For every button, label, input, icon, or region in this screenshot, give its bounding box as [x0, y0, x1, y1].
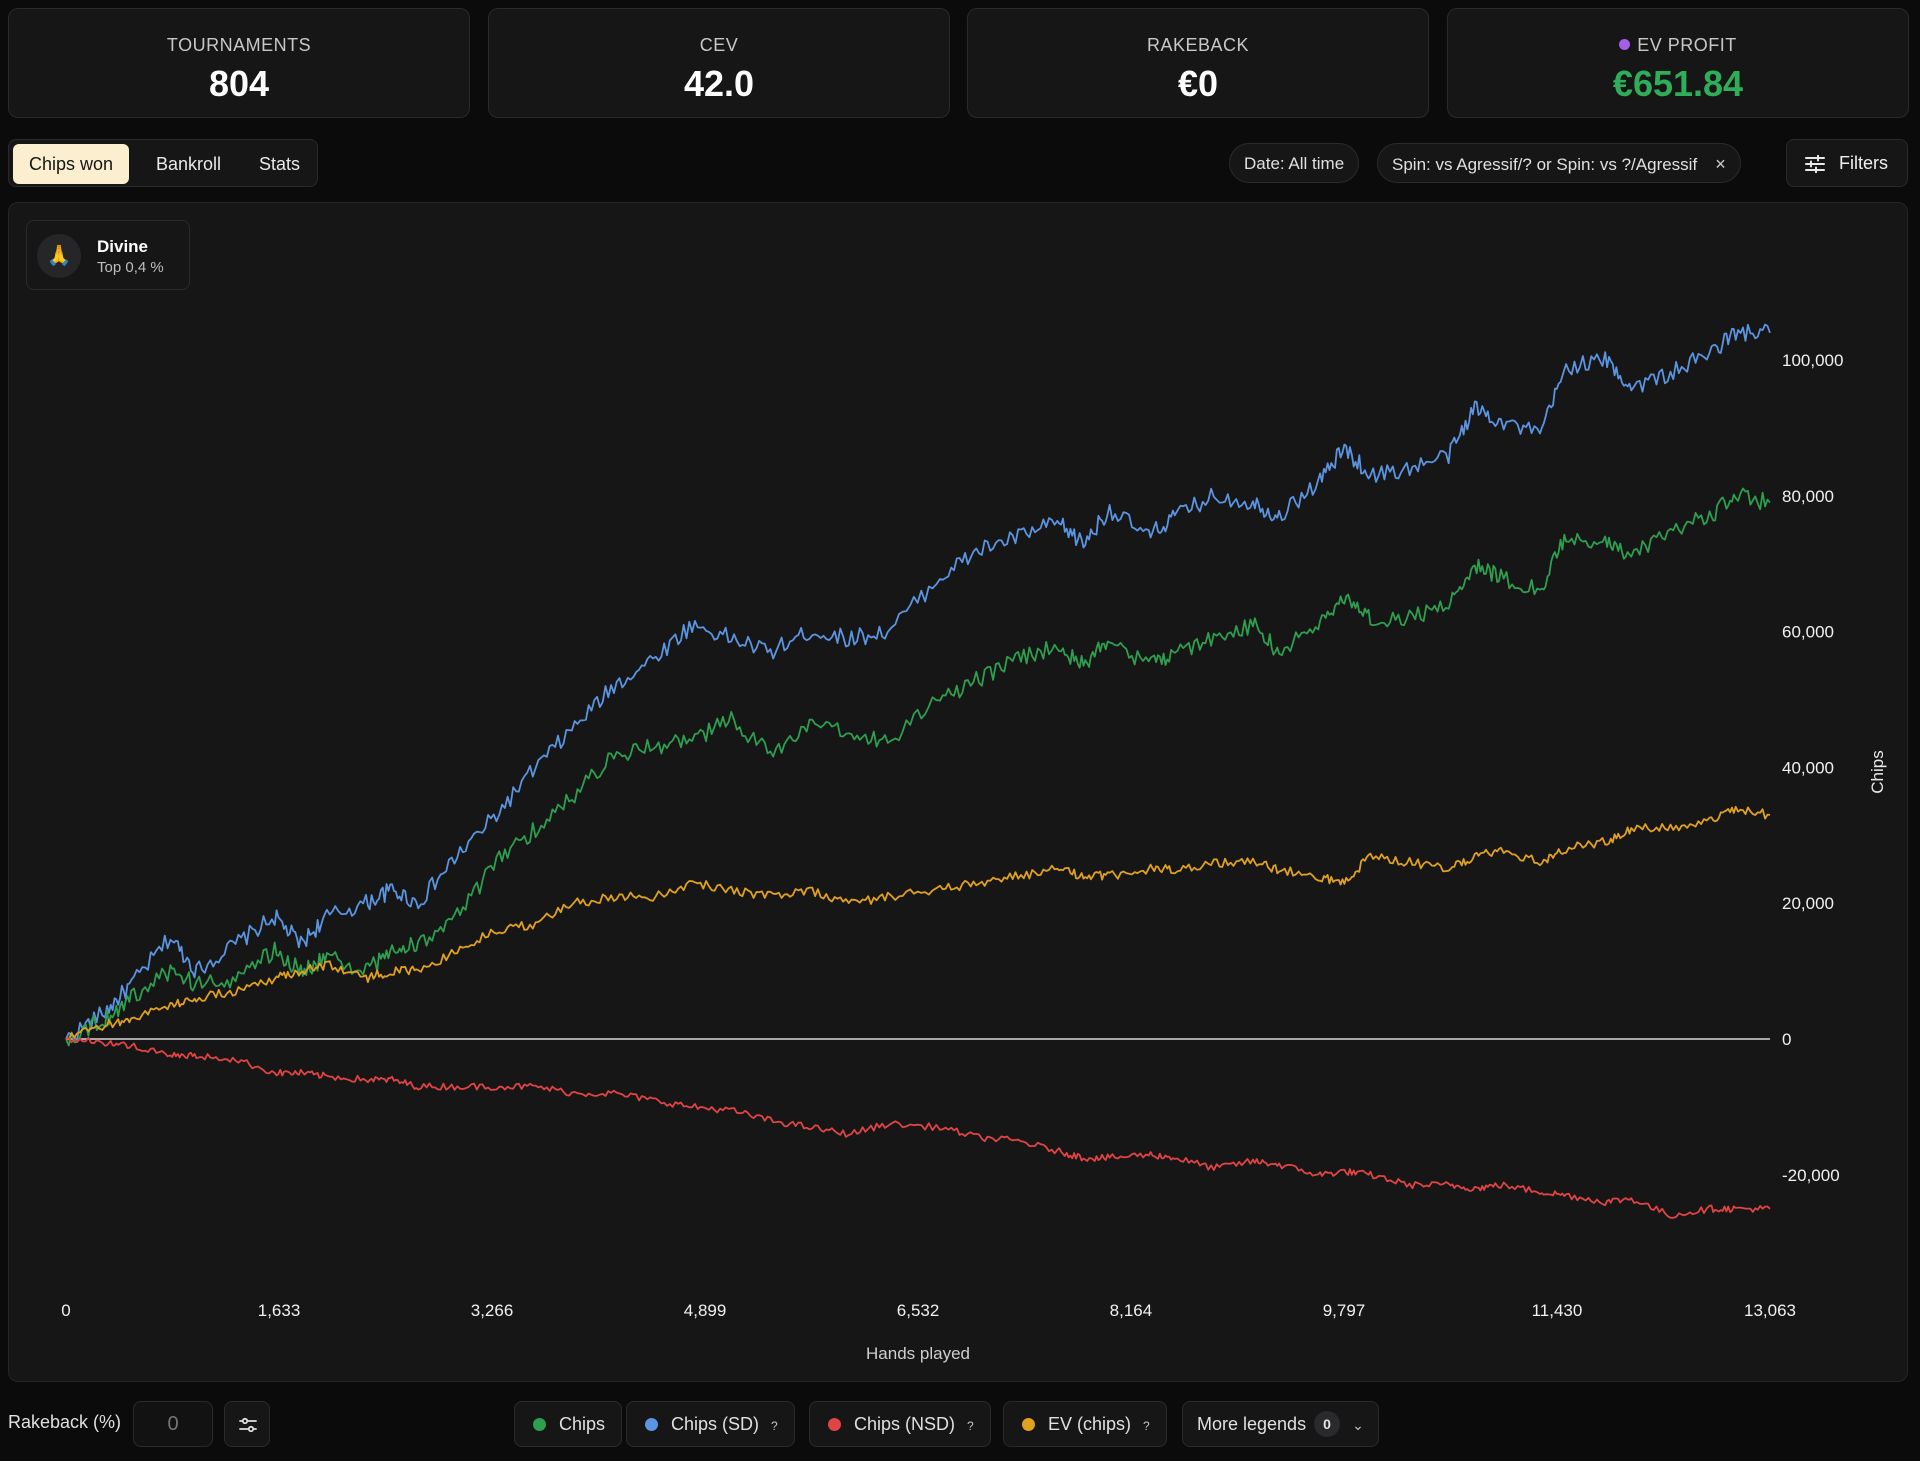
close-icon[interactable]: × — [1715, 154, 1726, 174]
badge-subtitle: Top 0,4 % — [97, 259, 164, 276]
x-tick-label: 1,633 — [258, 1301, 301, 1320]
legend-label: Chips — [559, 1414, 606, 1434]
view-tabs: Chips won Bankroll Stats — [8, 139, 318, 187]
legend-label: Chips (NSD) — [854, 1414, 956, 1434]
x-axis-label: Hands played — [866, 1344, 970, 1363]
x-tick-label: 4,899 — [684, 1301, 727, 1320]
y-axis-label: Chips — [1868, 750, 1887, 793]
kpi-value: 804 — [208, 63, 270, 104]
tab-chips-won[interactable]: Chips won — [13, 144, 130, 184]
legend-ev-chips[interactable]: EV (chips)? — [1003, 1401, 1167, 1447]
legend-chips-sd[interactable]: Chips (SD)? — [626, 1401, 795, 1447]
badge-title: Divine — [97, 237, 149, 256]
y-tick-label: 0 — [1782, 1030, 1791, 1049]
help-icon[interactable]: ? — [771, 1419, 778, 1433]
chevron-down-icon: ⌄ — [1352, 1417, 1364, 1433]
x-tick-label: 6,532 — [897, 1301, 940, 1320]
date-filter-label: Date: All time — [1244, 154, 1345, 173]
kpi-label: EV PROFIT — [1448, 35, 1908, 56]
filters-button-label: Filters — [1839, 153, 1888, 173]
more-legends-dropdown[interactable]: More legends 0 ⌄ — [1182, 1401, 1379, 1447]
kpi-ev-profit: EV PROFIT €651.84 — [1447, 8, 1909, 118]
help-icon[interactable]: ? — [967, 1419, 974, 1433]
tab-stats[interactable]: Stats — [259, 154, 301, 174]
kpi-label: RAKEBACK — [1146, 35, 1250, 55]
series-line-chips — [65, 487, 1771, 1047]
y-tick-label: 60,000 — [1782, 623, 1834, 642]
spin-filter-pill: Spin: vs Agressif/? or Spin: vs ?/Agress… — [1377, 143, 1741, 183]
legend-dot-icon — [828, 1418, 841, 1431]
legend-label: EV (chips) — [1048, 1414, 1132, 1434]
x-tick-label: 3,266 — [471, 1301, 514, 1320]
status-dot-icon — [1619, 39, 1631, 50]
kpi-rakeback: RAKEBACK €0 — [967, 8, 1429, 118]
x-tick-label: 13,063 — [1744, 1301, 1796, 1320]
filters-button[interactable]: Filters — [1786, 139, 1908, 187]
legend-label: Chips (SD) — [671, 1414, 760, 1434]
rank-badge: 🙏 Divine Top 0,4 % — [26, 220, 190, 290]
legend-dot-icon — [1022, 1418, 1035, 1431]
kpi-value: €651.84 — [1612, 63, 1744, 104]
y-tick-label: 40,000 — [1782, 758, 1834, 777]
spin-filter-label: Spin: vs Agressif/? or Spin: vs ?/Agress… — [1392, 155, 1698, 174]
kpi-tournaments: TOURNAMENTS 804 — [8, 8, 470, 118]
kpi-cev: CEV 42.0 — [488, 8, 950, 118]
kpi-row: TOURNAMENTS 804 CEV 42.0 RAKEBACK €0 EV … — [8, 8, 1909, 118]
help-icon[interactable]: ? — [1143, 1419, 1150, 1433]
x-tick-label: 9,797 — [1323, 1301, 1366, 1320]
kpi-label: TOURNAMENTS — [166, 35, 312, 55]
more-legends-label: More legends — [1197, 1414, 1307, 1434]
more-legends-count: 0 — [1314, 1411, 1341, 1437]
rakeback-input[interactable] — [133, 1401, 213, 1447]
y-tick-label: 80,000 — [1782, 487, 1834, 506]
rakeback-label: Rakeback (%) — [8, 1412, 122, 1432]
kpi-label-text: EV PROFIT — [1637, 35, 1737, 55]
x-tick-label: 11,430 — [1532, 1301, 1583, 1320]
chart-panel — [8, 202, 1908, 1382]
x-tick-label: 0 — [61, 1301, 70, 1320]
series-line-ev-chips — [65, 805, 1771, 1041]
pray-hands-icon: 🙏 — [37, 234, 81, 278]
legend-dot-icon — [645, 1418, 658, 1431]
series-line-chips-sd — [65, 323, 1771, 1041]
kpi-value: €0 — [1177, 63, 1219, 104]
x-tick-label: 8,164 — [1110, 1301, 1153, 1320]
settings-sliders-icon — [239, 1417, 257, 1433]
legend-chips-nsd[interactable]: Chips (NSD)? — [809, 1401, 991, 1447]
y-tick-label: -20,000 — [1782, 1166, 1840, 1185]
date-filter-pill[interactable]: Date: All time — [1229, 143, 1360, 183]
y-tick-label: 20,000 — [1782, 894, 1834, 913]
tab-bankroll[interactable]: Bankroll — [156, 154, 222, 174]
y-tick-label: 100,000 — [1782, 351, 1843, 370]
legend-chips[interactable]: Chips — [514, 1401, 623, 1447]
sliders-icon — [1805, 155, 1825, 173]
series-line-chips-nsd — [65, 1036, 1771, 1219]
legend-dot-icon — [533, 1418, 546, 1431]
rakeback-settings-button[interactable] — [224, 1401, 270, 1447]
kpi-value: 42.0 — [683, 63, 755, 104]
kpi-label: CEV — [699, 35, 739, 55]
